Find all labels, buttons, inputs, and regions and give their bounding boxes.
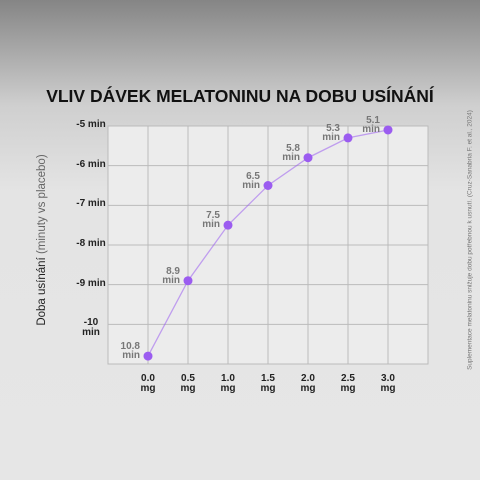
data-label: 5.1 min bbox=[362, 114, 380, 135]
x-tick-label: 0.5 mg bbox=[180, 373, 196, 394]
source-note: Suplementace melatoninu snižuje dobu pot… bbox=[466, 110, 474, 370]
y-tick-label: -8 min bbox=[76, 238, 106, 249]
y-axis-title: Doba usínání (minuty vs placebo) bbox=[36, 154, 48, 325]
y-label: Doba usínání bbox=[36, 257, 48, 326]
point bbox=[383, 125, 393, 135]
point bbox=[263, 181, 273, 190]
y-label-note: (minuty vs placebo) bbox=[36, 154, 48, 255]
point bbox=[303, 153, 313, 163]
y-tick-label: -7 min bbox=[76, 198, 106, 210]
data-label: 8.9 min bbox=[162, 265, 180, 286]
y-tick-label: -9 min bbox=[76, 277, 106, 289]
x-tick-label: 1.0 mg bbox=[220, 373, 236, 394]
data-label: 10.8 min bbox=[120, 341, 140, 362]
point bbox=[143, 351, 153, 361]
x-tick-label: 1.5 mg bbox=[260, 373, 276, 394]
x-tick-label: 3.0 mg bbox=[380, 373, 396, 394]
data-label: 5.8 min bbox=[282, 142, 300, 163]
point bbox=[223, 220, 233, 230]
data-label: 5.3 min bbox=[322, 122, 340, 143]
point bbox=[183, 276, 193, 286]
y-tick-label: -6 min bbox=[76, 158, 106, 170]
x-tick-label: 0.0 mg bbox=[140, 373, 156, 394]
y-tick-label: -5 min bbox=[76, 119, 106, 130]
x-tick-label: 2.5 mg bbox=[340, 373, 356, 394]
point bbox=[343, 133, 353, 143]
data-label: 7.5 min bbox=[202, 210, 220, 231]
x-tick-label: 2.0 mg bbox=[300, 373, 316, 394]
chart-title: VLIV DÁVEK MELATONINU NA DOBU USÍNÁNÍ bbox=[46, 86, 434, 106]
data-label: 6.5 min bbox=[242, 170, 260, 191]
y-tick-label: -10 min bbox=[82, 317, 100, 339]
